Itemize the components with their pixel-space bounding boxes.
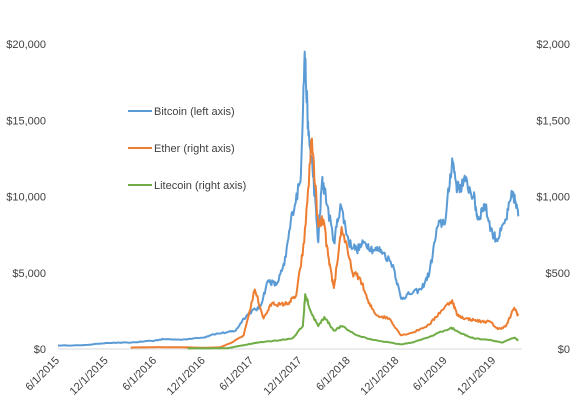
left-y-tick-label: $5,000 xyxy=(12,268,46,280)
right-y-tick-label: $1,000 xyxy=(536,192,570,204)
right-y-tick-label: $500 xyxy=(546,268,570,280)
x-axis: 6/1/2015 12/1/2015 6/1/2016 12/1/2016 6/1/20… xyxy=(23,355,498,398)
x-tick-label: 12/1/2017 xyxy=(262,355,305,398)
x-tick-label: 12/1/2016 xyxy=(165,355,208,398)
left-y-tick-label: $10,000 xyxy=(6,192,46,204)
legend-label: Bitcoin (left axis) xyxy=(154,106,235,118)
left-y-tick-label: $0 xyxy=(34,344,46,356)
x-tick-label: 12/1/2019 xyxy=(455,355,498,398)
left-y-tick-label: $15,000 xyxy=(6,115,46,127)
x-tick-label: 6/1/2015 xyxy=(23,355,62,394)
right-y-tick-label: $1,500 xyxy=(536,115,570,127)
left-y-axis: $0 $5,000 $10,000 $15,000 $20,000 xyxy=(6,39,46,356)
legend: Bitcoin (left axis) Ether (right axis) Lit… xyxy=(128,106,246,192)
series-line-3 xyxy=(187,293,519,350)
x-tick-label: 6/1/2016 xyxy=(120,355,159,394)
right-y-axis: $0 $500 $1,000 $1,500 $2,000 xyxy=(536,39,570,356)
series-line-1 xyxy=(57,50,520,347)
right-y-tick-label: $0 xyxy=(558,344,570,356)
series-layer xyxy=(57,50,520,350)
x-tick-label: 6/1/2017 xyxy=(217,355,256,394)
x-tick-label: 12/1/2015 xyxy=(68,355,111,398)
x-tick-label: 6/1/2019 xyxy=(411,355,450,394)
series-line-2 xyxy=(130,137,520,349)
right-y-tick-label: $2,000 xyxy=(536,39,570,51)
x-tick-label: 6/1/2018 xyxy=(314,355,353,394)
left-y-tick-label: $20,000 xyxy=(6,39,46,51)
legend-label: Litecoin (right axis) xyxy=(154,180,246,192)
legend-label: Ether (right axis) xyxy=(154,143,235,155)
x-tick-label: 12/1/2018 xyxy=(358,355,401,398)
